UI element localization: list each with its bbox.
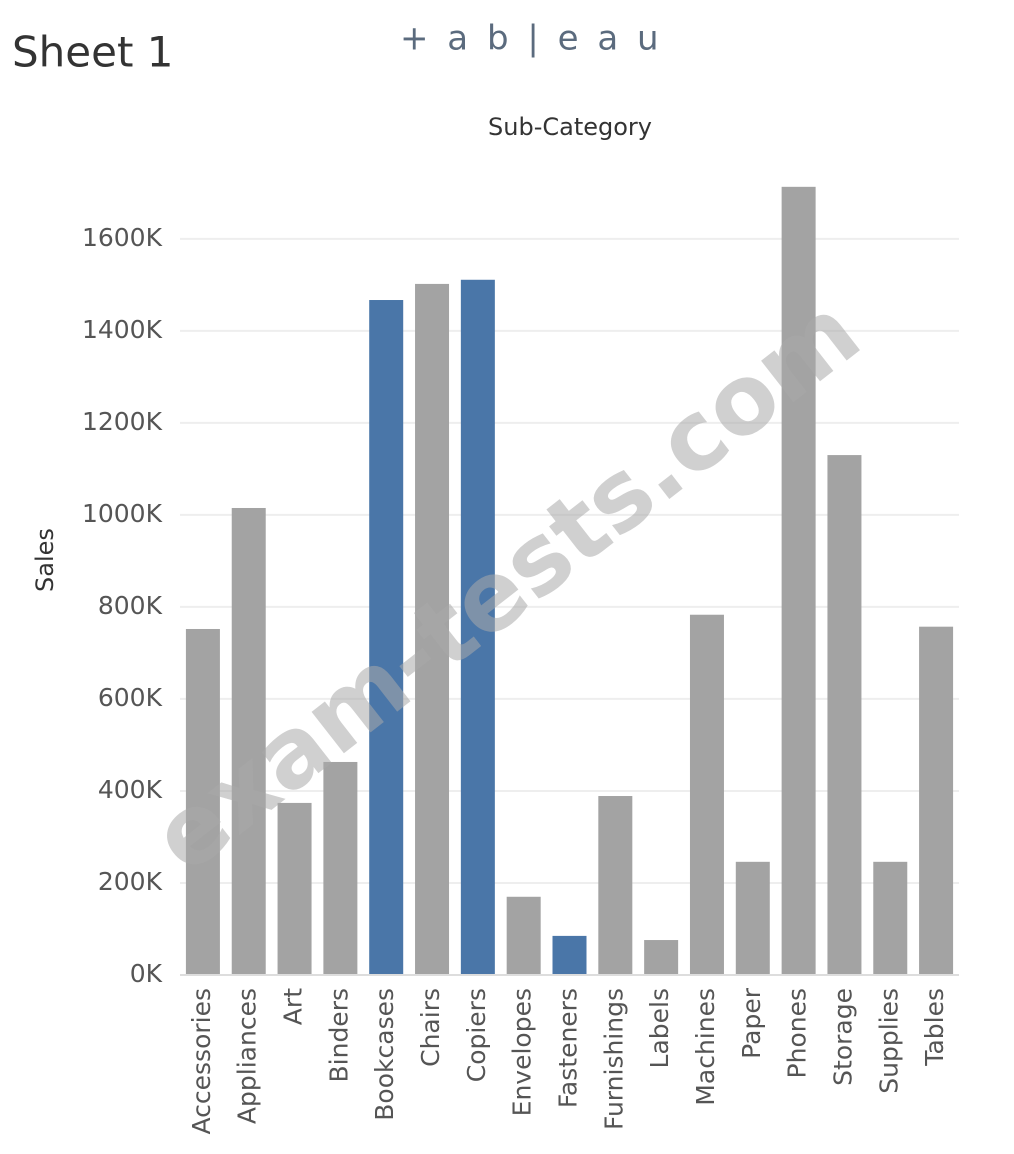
x-tick-label: Envelopes: [508, 988, 537, 1116]
bar: [827, 455, 862, 976]
x-tick-label: Machines: [691, 988, 720, 1106]
x-tick-label: Labels: [645, 988, 674, 1068]
x-tick-label: Paper: [737, 987, 766, 1059]
bar: [185, 628, 220, 975]
x-tick-label: Art: [279, 988, 308, 1025]
bar: [506, 896, 541, 975]
y-tick-label: 800K: [98, 591, 163, 620]
y-tick-label: 1600K: [82, 223, 163, 252]
bar: [415, 283, 450, 975]
y-tick-label: 1200K: [82, 407, 163, 436]
x-tick-label: Phones: [783, 988, 812, 1078]
x-tick-label: Furnishings: [599, 988, 628, 1130]
x-tick-label: Tables: [920, 988, 949, 1067]
x-tick-label: Fasteners: [554, 988, 583, 1108]
bar: [231, 507, 266, 975]
y-tick-label: 1000K: [82, 499, 163, 528]
bar: [323, 761, 358, 975]
x-tick-label: Accessories: [187, 988, 216, 1135]
chart-title: Sub-Category: [488, 113, 652, 141]
x-tick-label: Binders: [324, 988, 353, 1083]
y-tick-label: 0K: [130, 959, 163, 988]
x-tick-label: Appliances: [233, 988, 262, 1124]
bar: [735, 861, 770, 975]
x-tick-label: Bookcases: [370, 988, 399, 1121]
bar: [552, 935, 587, 975]
sheet-title: Sheet 1: [12, 28, 174, 77]
x-tick-label: Copiers: [462, 988, 491, 1082]
bar: [689, 614, 724, 975]
y-tick-label: 1400K: [82, 315, 163, 344]
bar: [644, 940, 679, 975]
bar: [598, 796, 633, 975]
x-tick-label: Supplies: [874, 988, 903, 1094]
y-tick-label: 200K: [98, 867, 163, 896]
bar: [873, 861, 908, 975]
bar: [277, 802, 312, 975]
x-tick-label: Chairs: [416, 988, 445, 1067]
y-axis-label: Sales: [31, 528, 59, 592]
bar: [781, 186, 816, 976]
bar: [369, 300, 404, 976]
bar: [460, 279, 495, 975]
x-tick-label: Storage: [828, 988, 857, 1086]
bar: [919, 626, 954, 975]
y-tick-label: 600K: [98, 683, 163, 712]
y-tick-label: 400K: [98, 775, 163, 804]
logo: + a b | e a u: [400, 19, 663, 59]
